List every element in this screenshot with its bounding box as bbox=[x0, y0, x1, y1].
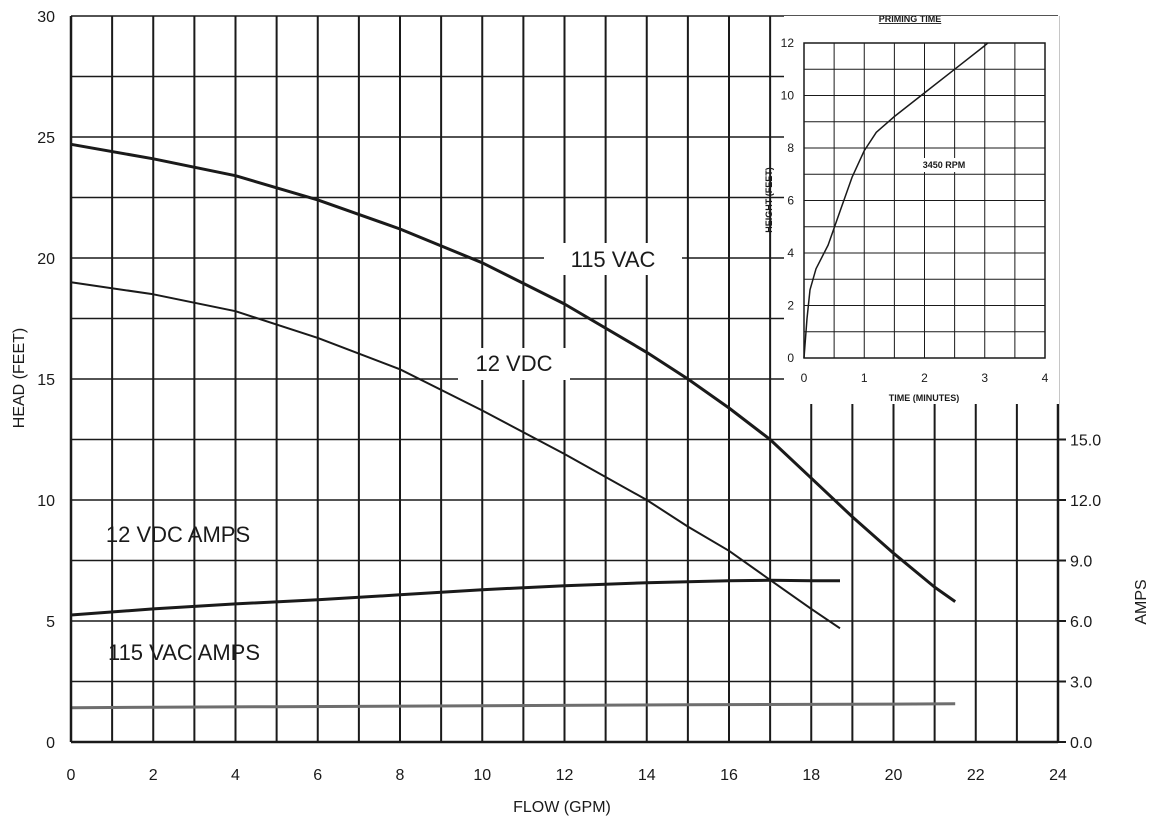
x-tick-label: 8 bbox=[396, 767, 405, 784]
inset-y-tick-label: 4 bbox=[787, 246, 794, 260]
inset-x-tick-label: 2 bbox=[921, 371, 928, 385]
x-tick-label: 20 bbox=[885, 767, 903, 784]
inset-frame bbox=[803, 42, 1046, 359]
inset-title: PRIMING TIME bbox=[879, 14, 942, 24]
y-tick-label: 20 bbox=[37, 251, 55, 268]
curve-labels: 115 VAC 12 VDC 12 VDC AMPS 115 VAC AMPS bbox=[106, 243, 682, 665]
x-tick-label: 22 bbox=[967, 767, 985, 784]
x-axis-label: FLOW (GPM) bbox=[513, 799, 611, 816]
inset-y-tick-label: 2 bbox=[787, 299, 794, 313]
inset-x-axis-label: TIME (MINUTES) bbox=[889, 393, 960, 403]
y2-tick-label: 9.0 bbox=[1070, 554, 1092, 571]
y-tick-label: 10 bbox=[37, 493, 55, 510]
inset-y-tick-label: 8 bbox=[787, 141, 794, 155]
main-curves bbox=[70, 142, 957, 710]
inset-curve bbox=[803, 42, 989, 359]
y-axis-label: HEAD (FEET) bbox=[11, 328, 28, 428]
y2-tick-label: 12.0 bbox=[1070, 493, 1101, 510]
main-tick-labels: 0 2 4 6 8 10 12 14 16 18 20 22 240510152025300.03.06… bbox=[37, 9, 1101, 784]
x-tick-label: 24 bbox=[1049, 767, 1067, 784]
inset-annotation-rpm: 3450 RPM bbox=[923, 160, 966, 170]
series-line-3 bbox=[70, 702, 956, 710]
inset-x-tick-label: 4 bbox=[1042, 371, 1049, 385]
y-tick-label: 30 bbox=[37, 9, 55, 26]
x-tick-label: 18 bbox=[802, 767, 820, 784]
y2-tick-label: 6.0 bbox=[1070, 614, 1092, 631]
inset-grid bbox=[803, 42, 1046, 359]
inset-background bbox=[784, 16, 1059, 404]
x-tick-label: 16 bbox=[720, 767, 738, 784]
y2-tick-label: 3.0 bbox=[1070, 675, 1092, 692]
x-tick-label: 4 bbox=[231, 767, 240, 784]
inset-y-tick-label: 12 bbox=[781, 36, 795, 50]
curve-label-2: 12 VDC AMPS bbox=[106, 522, 250, 547]
curve-label-background bbox=[458, 348, 570, 380]
inset-y-tick-label: 0 bbox=[787, 351, 794, 365]
y2-tick-label: 0.0 bbox=[1070, 735, 1092, 752]
curve-label-background bbox=[544, 243, 682, 275]
series-line-0 bbox=[70, 142, 957, 603]
inset-y-tick-label: 6 bbox=[787, 194, 794, 208]
inset-x-tick-label: 1 bbox=[861, 371, 868, 385]
inset-x-tick-label: 0 bbox=[801, 371, 808, 385]
inset-series-line-0 bbox=[803, 42, 989, 359]
y-tick-label: 5 bbox=[46, 614, 55, 631]
y-tick-label: 0 bbox=[46, 735, 55, 752]
series-line-2 bbox=[70, 578, 840, 617]
inset-y-axis-label: HEIGHT (FEET) bbox=[764, 167, 774, 233]
series-line-1 bbox=[70, 281, 841, 630]
x-tick-label: 2 bbox=[149, 767, 158, 784]
x-tick-label: 0 bbox=[67, 767, 76, 784]
curve-label-1: 12 VDC bbox=[475, 351, 552, 376]
x-tick-label: 6 bbox=[313, 767, 322, 784]
inset-y-tick-label: 10 bbox=[781, 89, 795, 103]
y-tick-label: 15 bbox=[37, 372, 55, 389]
inset-x-tick-label: 3 bbox=[981, 371, 988, 385]
x-tick-label: 12 bbox=[556, 767, 574, 784]
x-tick-label: 14 bbox=[638, 767, 656, 784]
x-tick-label: 10 bbox=[473, 767, 491, 784]
inset-annotation-background bbox=[910, 158, 978, 172]
y2-tick-label: 15.0 bbox=[1070, 433, 1101, 450]
y-tick-label: 25 bbox=[37, 130, 55, 147]
curve-label-0: 115 VAC bbox=[571, 247, 656, 272]
y2-axis-label: AMPS bbox=[1133, 579, 1150, 624]
curve-label-3: 115 VAC AMPS bbox=[108, 640, 260, 665]
